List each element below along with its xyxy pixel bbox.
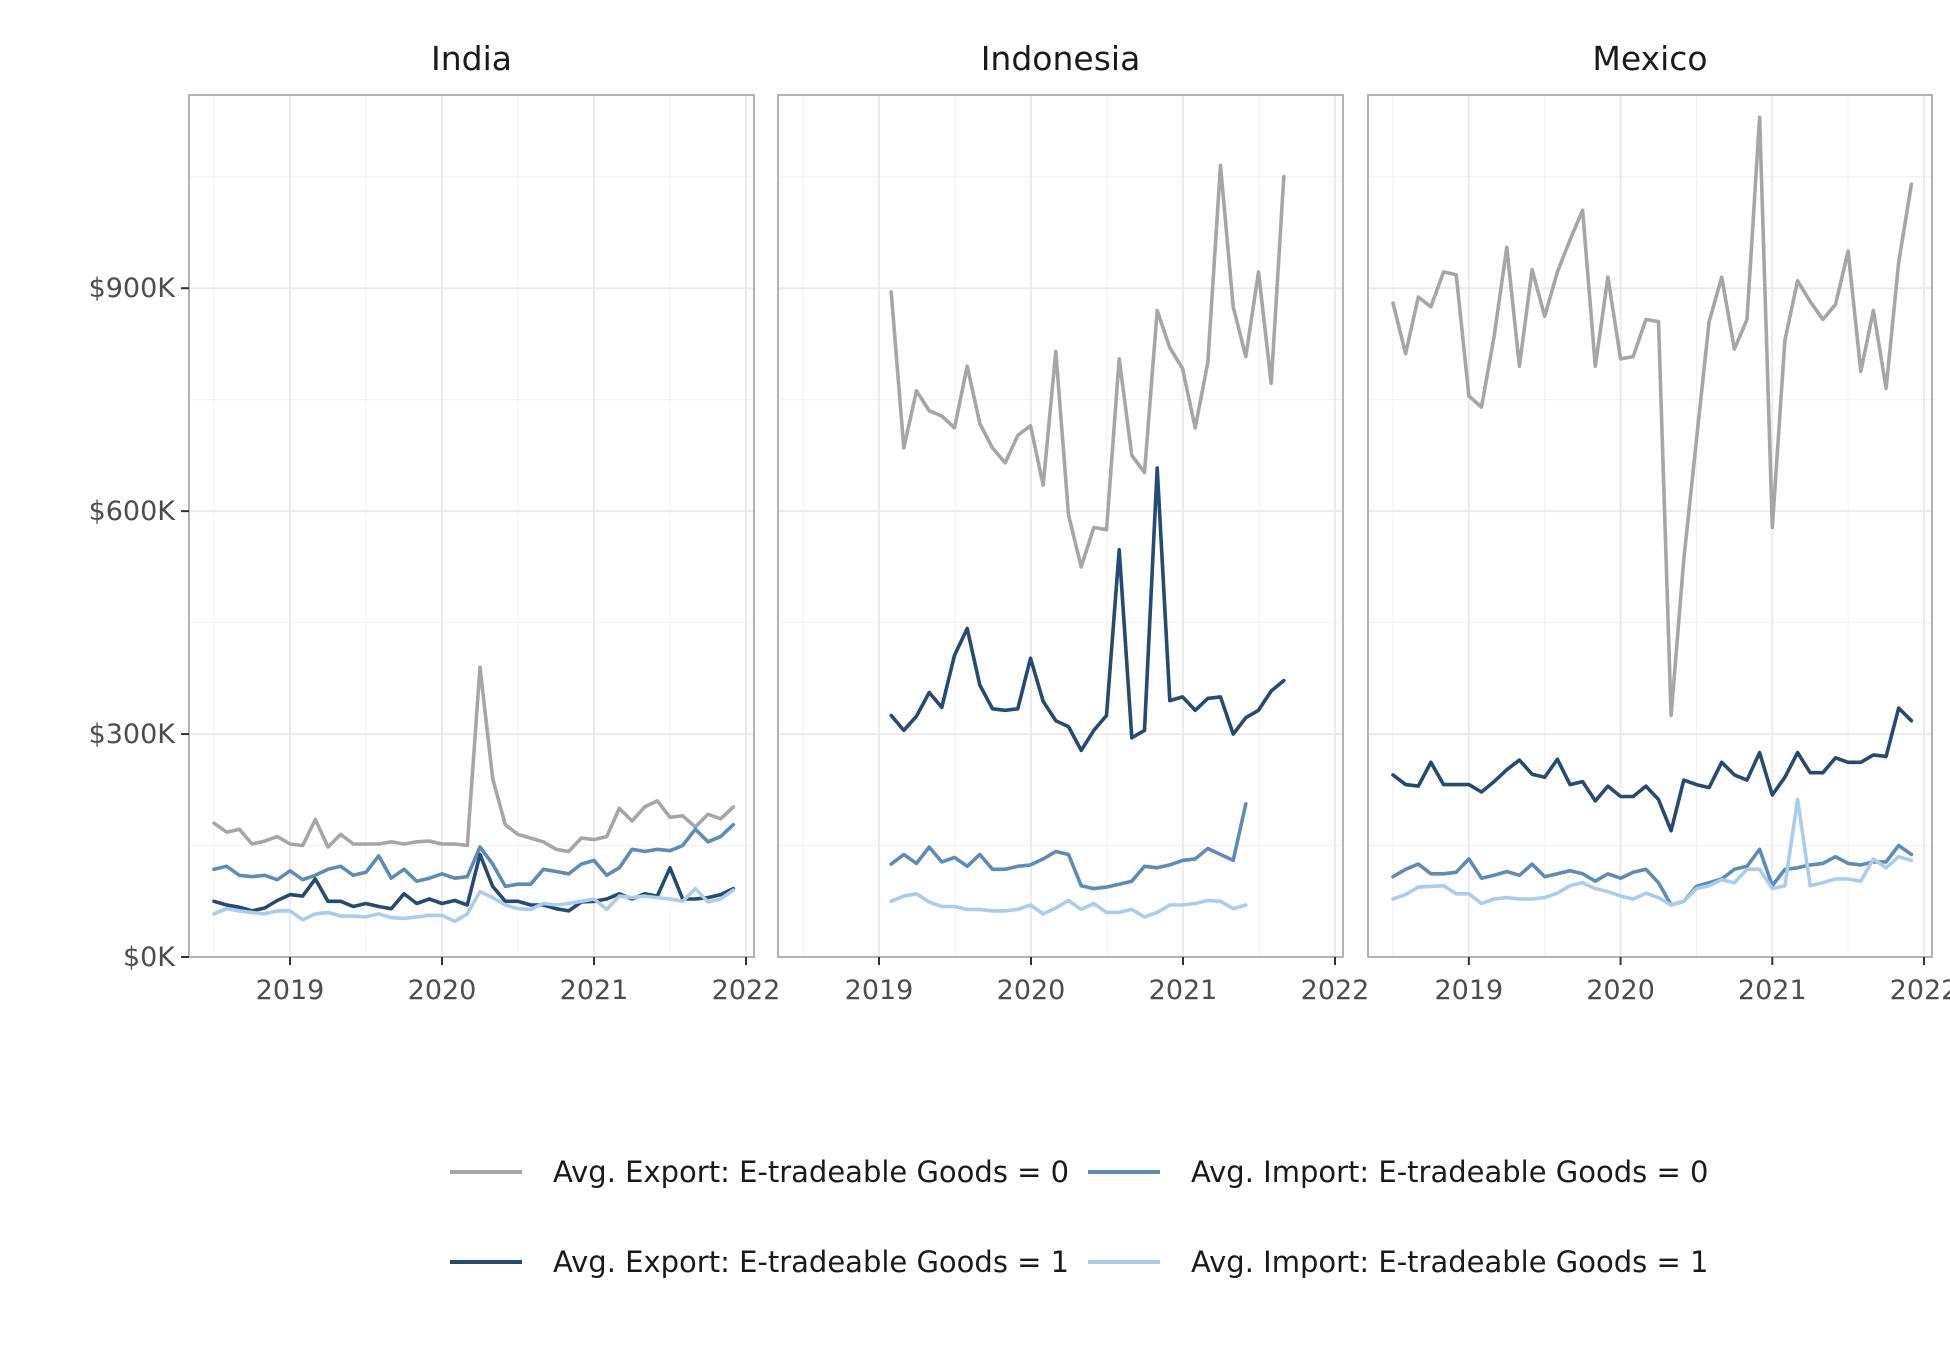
legend-label: Avg. Import: E-tradeable Goods = 1 — [1191, 1245, 1708, 1279]
legend-item-avg-export-e-tradeable-goods-0: Avg. Export: E-tradeable Goods = 0 — [450, 1155, 1069, 1189]
x-tick-label: 2019 — [845, 975, 914, 1006]
x-tick-label: 2021 — [560, 975, 629, 1006]
x-tick-label: 2020 — [1586, 975, 1655, 1006]
legend-item-avg-export-e-tradeable-goods-1: Avg. Export: E-tradeable Goods = 1 — [450, 1245, 1069, 1279]
series-line-indonesia-avg-import-e-tradeable-goods-1 — [889, 891, 1248, 919]
x-tick-label: 2022 — [1890, 975, 1950, 1006]
panel-border-mexico — [1367, 94, 1933, 958]
legend-item-avg-import-e-tradeable-goods-0: Avg. Import: E-tradeable Goods = 0 — [1088, 1155, 1708, 1189]
series-line-india-avg-import-e-tradeable-goods-0 — [212, 822, 736, 889]
series-line-mexico-avg-export-e-tradeable-goods-0 — [1391, 115, 1914, 718]
legend-label: Avg. Export: E-tradeable Goods = 1 — [553, 1245, 1069, 1279]
y-tick-label: $900K — [89, 273, 177, 304]
series-line-india-avg-export-e-tradeable-goods-0 — [212, 665, 736, 854]
x-tick-label: 2021 — [1738, 975, 1807, 1006]
panel-border-indonesia — [777, 94, 1344, 958]
series-line-mexico-avg-import-e-tradeable-goods-1 — [1391, 797, 1914, 907]
y-tick-label: $0K — [123, 942, 176, 973]
series-line-indonesia-avg-export-e-tradeable-goods-1 — [889, 466, 1286, 753]
x-tick-label: 2022 — [1301, 975, 1370, 1006]
x-tick-label: 2020 — [997, 975, 1066, 1006]
x-tick-label: 2019 — [256, 975, 325, 1006]
series-line-india-avg-export-e-tradeable-goods-1 — [212, 852, 736, 913]
panel-indonesia: Indonesia 2019 2020 2021 2022 — [777, 39, 1370, 1006]
panel-title-mexico: Mexico — [1592, 39, 1707, 78]
legend-item-avg-import-e-tradeable-goods-1: Avg. Import: E-tradeable Goods = 1 — [1088, 1245, 1708, 1279]
legend: Avg. Export: E-tradeable Goods = 0 Avg. I… — [450, 1155, 1708, 1279]
series-line-india-avg-import-e-tradeable-goods-1 — [212, 886, 736, 924]
panel-mexico: Mexico 2019 2020 2021 2022 — [1367, 39, 1950, 1006]
panel-india: India 2019 2020 2021 2022 $0K $300K $600K $900K — [89, 39, 781, 1006]
panel-border-india — [188, 94, 755, 958]
x-tick-label: 2022 — [712, 975, 781, 1006]
y-tick-label: $300K — [89, 719, 177, 750]
x-tick-label: 2019 — [1434, 975, 1503, 1006]
panel-title-indonesia: Indonesia — [981, 39, 1141, 78]
legend-label: Avg. Export: E-tradeable Goods = 0 — [553, 1155, 1069, 1189]
y-tick-label: $600K — [89, 496, 177, 527]
series-line-mexico-avg-export-e-tradeable-goods-1 — [1391, 706, 1914, 833]
panel-title-india: India — [431, 39, 512, 78]
series-line-mexico-avg-import-e-tradeable-goods-0 — [1391, 843, 1914, 907]
legend-label: Avg. Import: E-tradeable Goods = 0 — [1191, 1155, 1708, 1189]
x-tick-label: 2021 — [1149, 975, 1218, 1006]
x-tick-label: 2020 — [408, 975, 477, 1006]
series-line-indonesia-avg-export-e-tradeable-goods-0 — [889, 163, 1286, 569]
series-line-indonesia-avg-import-e-tradeable-goods-0 — [889, 802, 1248, 891]
